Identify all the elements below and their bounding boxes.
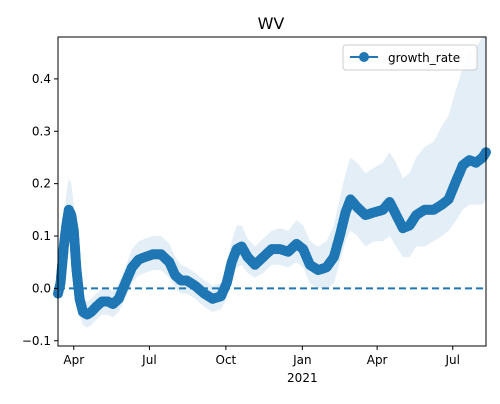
y-tick-label: 0.2 — [32, 177, 51, 191]
x-axis: Apr Jul Oct Jan Apr Jul 2021 — [63, 346, 460, 385]
y-tick-label: −0.1 — [22, 334, 51, 348]
x-tick-label: Jan — [292, 353, 312, 367]
y-tick-label: 0.1 — [32, 229, 51, 243]
chart-title: WV — [258, 14, 285, 33]
legend: growth_rate — [342, 44, 478, 71]
y-tick-label: 0.3 — [32, 124, 51, 138]
y-tick-label: 0.0 — [32, 281, 51, 295]
x-tick-label: Jul — [141, 353, 156, 367]
legend-marker-swatch — [359, 52, 369, 62]
legend-label: growth_rate — [388, 51, 460, 65]
x-tick-label: Oct — [216, 353, 237, 367]
axes-frame — [57, 36, 487, 347]
x-tick-label: Jul — [445, 353, 460, 367]
x-year-label: 2021 — [287, 371, 318, 385]
y-tick-label: 0.4 — [32, 72, 51, 86]
x-tick-label: Apr — [367, 353, 388, 367]
legend-box — [342, 44, 478, 71]
x-tick-label: Apr — [63, 353, 84, 367]
y-axis: −0.1 0.0 0.1 0.2 0.3 0.4 — [22, 72, 58, 348]
